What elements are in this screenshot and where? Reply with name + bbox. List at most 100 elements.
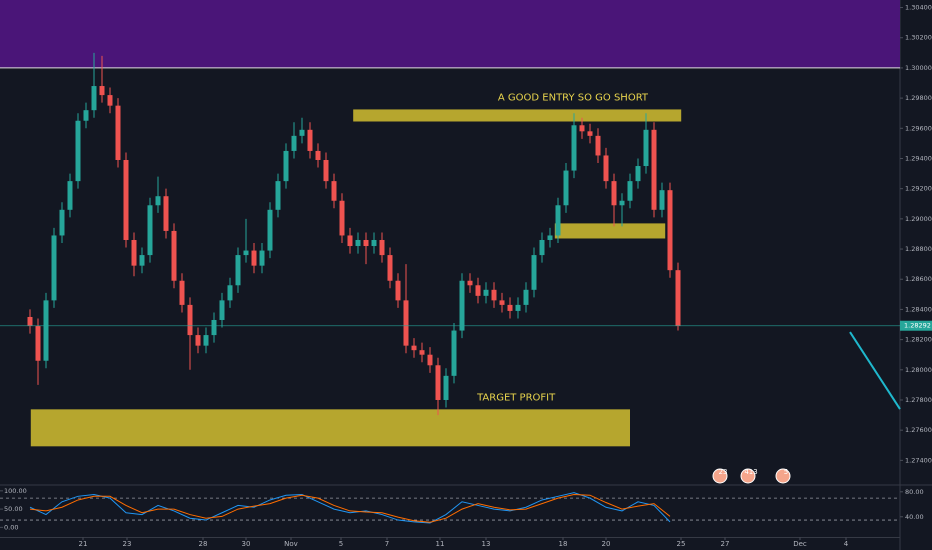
event-badge [775, 468, 791, 484]
y-tick-label: 1.28800 [905, 245, 932, 253]
candle-body [499, 300, 505, 305]
y-tick-label: 100.00 [4, 487, 27, 495]
candle-body [187, 304, 193, 336]
candle-body [59, 209, 65, 236]
y-tick-label: 1.29600 [905, 124, 932, 132]
candle-body [131, 239, 137, 266]
zone [554, 223, 666, 239]
x-tick-label: 13 [482, 540, 491, 548]
candle-body [227, 285, 233, 301]
candle-body [243, 250, 249, 256]
candle-body [659, 190, 665, 210]
candle-body [115, 105, 121, 160]
candle-body [123, 159, 129, 240]
candle-body [203, 335, 209, 346]
candle-body [563, 170, 569, 206]
candle-body [491, 289, 497, 301]
candle-body [531, 255, 537, 290]
y-tick-label: 1.27800 [905, 396, 932, 404]
candle-body [83, 110, 89, 121]
y-tick-label: 1.30400 [905, 4, 932, 12]
y-tick-label: 1.29400 [905, 154, 932, 162]
trend-line [849, 331, 901, 410]
candle-body [155, 196, 161, 206]
candle-body [99, 86, 105, 96]
candle-body [579, 125, 585, 132]
candle-body [443, 375, 449, 400]
candle-body [411, 345, 417, 351]
zone-label: A GOOD ENTRY SO GO SHORT [498, 92, 649, 103]
candle-body [475, 285, 481, 296]
y-tick-label: 1.28000 [905, 366, 932, 374]
oscillator-line [29, 492, 671, 524]
candle-body [67, 181, 73, 210]
candle-body [587, 131, 593, 136]
x-tick-label: 4 [844, 540, 849, 548]
candle-body [251, 250, 257, 266]
candle-body [611, 181, 617, 206]
candle-body [291, 135, 297, 151]
candle-body [315, 150, 321, 160]
candle-body [363, 239, 369, 247]
candle-body [627, 181, 633, 201]
candle-body [379, 239, 385, 256]
x-tick-label: 30 [242, 540, 251, 548]
candle-body [339, 200, 345, 236]
zone-label: TARGET PROFIT [476, 392, 556, 403]
oscillator-line [29, 493, 671, 523]
candle-body [355, 239, 361, 247]
y2-tick-label: 80.00 [905, 488, 924, 496]
y-tick-label: 1.29800 [905, 94, 932, 102]
candle-body [35, 326, 41, 361]
event-badge-label: 413 [744, 468, 757, 476]
candle-body [163, 196, 169, 231]
candle-body [43, 300, 49, 361]
candle-body [459, 280, 465, 331]
candle-body [75, 120, 81, 182]
x-tick-label: Dec [793, 540, 807, 548]
candle-body [539, 239, 545, 256]
y-tick-label: 1.28200 [905, 336, 932, 344]
candle-body [635, 166, 641, 182]
candle-body [619, 200, 625, 206]
candle-body [571, 125, 577, 171]
event-badge-label: 5 [784, 468, 788, 476]
x-tick-label: 25 [677, 540, 686, 548]
y-tick-label: 1.30000 [905, 64, 932, 72]
candle-body [267, 209, 273, 251]
candle-body [435, 365, 441, 400]
candle-body [395, 280, 401, 301]
x-tick-label: 21 [79, 540, 88, 548]
candle-body [51, 235, 57, 301]
candle-body [451, 330, 457, 376]
candle-body [387, 255, 393, 281]
candle-body [651, 129, 657, 210]
candle-body [107, 95, 113, 106]
candle-body [643, 129, 649, 167]
candle-body [147, 205, 153, 256]
candle-body [595, 135, 601, 156]
candle-body [307, 129, 313, 151]
candle-body [283, 150, 289, 182]
zone [0, 0, 900, 68]
candle-body [371, 239, 377, 247]
last-price-label: 1.28292 [904, 322, 931, 330]
candle-body [547, 235, 553, 240]
x-tick-label: 5 [339, 540, 343, 548]
candle-body [427, 354, 433, 366]
candle-body [675, 270, 681, 327]
candle-body [603, 155, 609, 182]
y-tick-label: 1.27400 [905, 456, 932, 464]
candle-body [555, 205, 561, 236]
y-tick-label: 0.00 [4, 523, 18, 531]
y-tick-label: 50.00 [4, 505, 23, 513]
x-tick-label: 20 [602, 540, 611, 548]
candle-body [667, 190, 673, 271]
y-tick-label: 1.29200 [905, 185, 932, 193]
x-tick-label: Nov [284, 540, 298, 548]
candle-body [211, 319, 217, 336]
x-tick-label: 28 [199, 540, 208, 548]
candle-body [179, 280, 185, 305]
